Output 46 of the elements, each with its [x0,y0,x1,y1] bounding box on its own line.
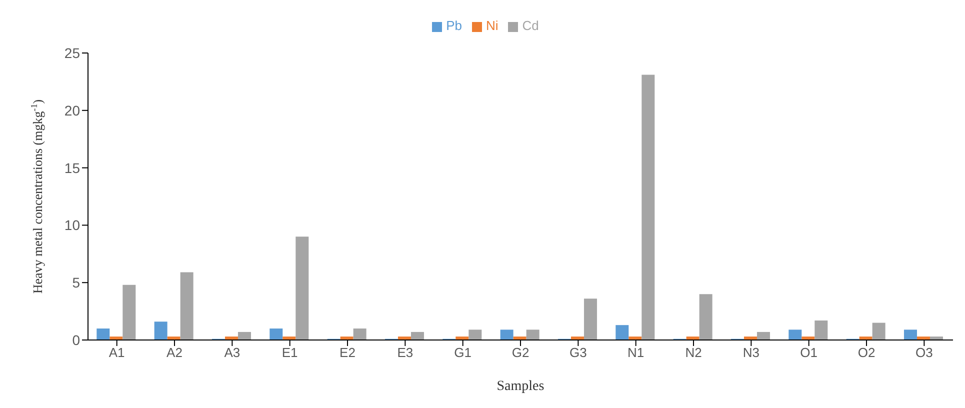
y-tick-label: 10 [64,217,80,234]
x-tick-label: A2 [166,345,182,360]
bar [814,320,828,340]
y-tick-label: 0 [72,332,80,348]
bar [180,272,194,340]
x-tick-label: O3 [915,345,933,360]
bar [296,236,309,340]
legend-label: Ni [486,18,498,33]
bar [468,330,482,340]
x-tick-label: G1 [454,345,472,360]
x-tick-label: E2 [340,345,356,360]
x-tick-label: G3 [569,345,587,360]
x-tick-label: N1 [628,345,644,360]
y-tick-label: 20 [64,102,80,118]
legend-label: Cd [522,18,539,33]
bar [904,330,917,340]
bar [122,284,136,340]
bar [616,325,629,340]
bar [872,322,886,340]
x-tick-label: E3 [397,345,414,360]
bar [584,298,597,340]
x-tick-label: A1 [108,345,125,360]
bar [526,330,540,340]
x-tick-label: N3 [742,345,760,360]
y-tick-label: 5 [72,274,80,291]
y-tick-label: 25 [64,44,80,61]
x-tick-label: E1 [282,345,298,360]
bar [410,332,424,340]
x-tick-label: N2 [685,345,702,360]
x-tick-label: G2 [512,345,530,360]
bar [353,328,366,340]
bar [500,330,514,340]
legend-label: Pb [446,18,462,33]
bar [270,328,283,340]
bar [154,322,168,340]
bar [756,332,770,340]
y-tick-label: 15 [64,160,80,176]
bar [788,330,802,340]
x-tick-label: O1 [800,345,818,360]
x-tick-label: A3 [224,345,240,360]
x-axis-title: Samples [496,379,544,394]
bar [238,332,251,340]
bar [642,74,655,340]
x-tick-label: O2 [858,345,876,360]
bar [96,328,110,340]
bar [699,294,712,340]
